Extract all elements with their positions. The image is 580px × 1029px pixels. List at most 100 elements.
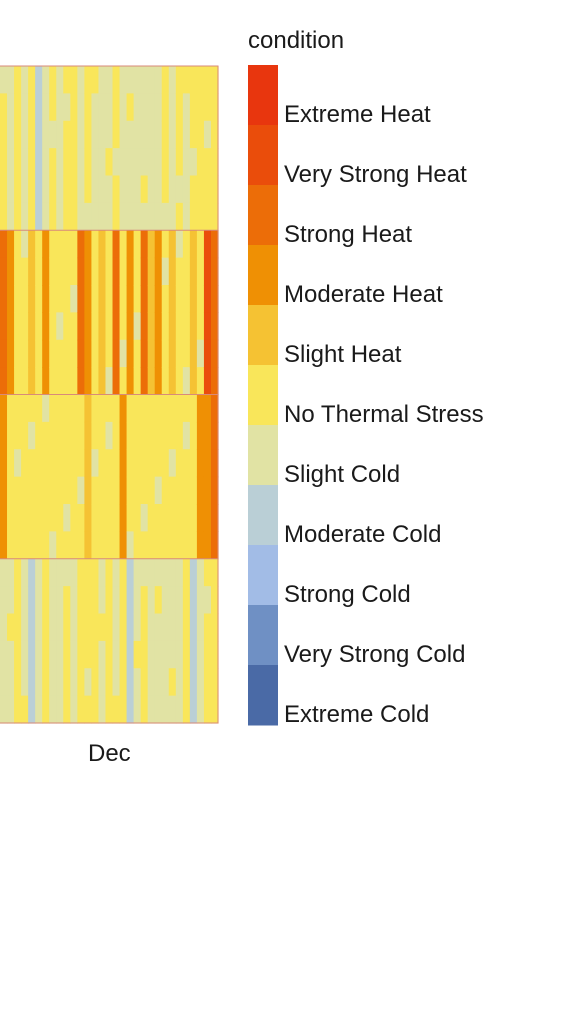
heatmap-cell xyxy=(49,285,57,313)
heatmap-cell xyxy=(161,257,170,286)
heatmap-cell xyxy=(77,394,85,423)
heatmap-cell xyxy=(42,640,50,669)
heatmap-cell xyxy=(112,93,121,122)
heatmap-cell xyxy=(98,367,107,396)
heatmap-cell xyxy=(14,66,22,94)
heatmap-cell xyxy=(203,668,212,697)
heatmap-cell xyxy=(196,586,205,615)
heatmap-cell xyxy=(98,613,107,642)
heatmap-cell xyxy=(203,202,212,231)
heatmap-cell xyxy=(14,120,22,149)
heatmap-cell xyxy=(154,531,163,560)
heatmap-cell xyxy=(175,421,184,450)
heatmap-cell xyxy=(28,93,36,122)
heatmap-cell xyxy=(133,312,142,341)
heatmap-cell xyxy=(91,312,100,341)
heatmap-cell xyxy=(182,421,191,450)
heatmap-cell xyxy=(196,421,205,450)
heatmap-cell xyxy=(133,531,142,560)
heatmap-cell xyxy=(7,148,15,177)
heatmap-cell xyxy=(84,421,93,450)
heatmap-cell xyxy=(140,230,149,259)
heatmap-cell xyxy=(21,148,29,177)
heatmap-cell xyxy=(105,504,114,532)
heatmap-cell xyxy=(70,558,78,587)
heatmap-cell xyxy=(14,586,22,615)
heatmap-cell xyxy=(49,668,57,697)
heatmap-cell xyxy=(98,93,107,122)
heatmap-cell xyxy=(84,504,93,532)
heatmap-cell xyxy=(56,312,64,341)
heatmap-cell xyxy=(14,339,22,368)
heatmap-cell xyxy=(0,476,8,505)
heatmap-cell xyxy=(28,668,36,697)
heatmap-cell xyxy=(119,476,128,505)
heatmap-cell xyxy=(189,367,198,396)
heatmap-cell xyxy=(7,613,15,642)
heatmap-cell xyxy=(7,640,15,669)
heatmap-cell xyxy=(154,285,163,313)
heatmap-cell xyxy=(140,613,149,642)
heatmap-cell xyxy=(84,367,93,396)
heatmap-cell xyxy=(98,394,107,423)
heatmap-cell xyxy=(168,66,177,94)
heatmap-cell xyxy=(175,367,184,396)
heatmap-cell xyxy=(161,586,170,615)
heatmap-cell xyxy=(0,668,8,697)
heatmap-cell xyxy=(105,339,114,368)
heatmap-cell xyxy=(105,668,114,697)
heatmap-cell xyxy=(140,339,149,368)
heatmap-cell xyxy=(147,120,156,149)
heatmap-cell xyxy=(189,695,198,724)
heatmap-cell xyxy=(182,695,191,724)
heatmap-cell xyxy=(112,312,121,341)
legend-title: condition xyxy=(248,27,345,54)
heatmap-cell xyxy=(196,394,205,423)
heatmap-cell xyxy=(56,449,64,478)
heatmap-cell xyxy=(154,202,163,231)
heatmap-cell xyxy=(119,312,128,341)
heatmap-cell xyxy=(7,339,15,368)
heatmap-cell xyxy=(21,257,29,286)
heatmap-cell xyxy=(140,312,149,341)
heatmap-cell xyxy=(0,421,8,450)
heatmap-cell xyxy=(105,613,114,642)
heatmap-cell xyxy=(35,695,43,724)
heatmap-cell xyxy=(182,394,191,423)
heatmap-cell xyxy=(154,394,163,423)
heatmap-cell xyxy=(77,120,85,149)
heatmap-cell xyxy=(14,93,22,122)
heatmap-cell xyxy=(140,257,149,286)
heatmap-cell xyxy=(91,66,100,94)
heatmap-cell xyxy=(189,120,198,149)
heatmap-cell xyxy=(112,202,121,231)
legend-swatch xyxy=(248,545,278,606)
heatmap-cell xyxy=(49,558,57,587)
heatmap-cell xyxy=(7,257,15,286)
heatmap-cell xyxy=(7,66,15,94)
heatmap-cell xyxy=(14,367,22,396)
heatmap-cell xyxy=(168,312,177,341)
heatmap-cell xyxy=(175,531,184,560)
heatmap-cell xyxy=(161,695,170,724)
heatmap-cell xyxy=(133,339,142,368)
heatmap-cell xyxy=(210,93,219,122)
heatmap-cell xyxy=(154,558,163,587)
heatmap-cell xyxy=(203,230,212,259)
heatmap-cell xyxy=(91,531,100,560)
heatmap-cell xyxy=(63,202,71,231)
heatmap-cell xyxy=(56,558,64,587)
heatmap-cell xyxy=(210,504,219,532)
heatmap-cell xyxy=(14,312,22,341)
heatmap-cell xyxy=(210,230,219,259)
heatmap-cell xyxy=(112,695,121,724)
heatmap-cell xyxy=(210,394,219,423)
heatmap-cell xyxy=(161,66,170,94)
heatmap-cell xyxy=(168,394,177,423)
heatmap-cell xyxy=(84,120,93,149)
heatmap-cell xyxy=(147,175,156,204)
legend-swatch xyxy=(248,485,278,546)
heatmap-cell xyxy=(42,257,50,286)
heatmap-cell xyxy=(21,230,29,259)
heatmap-cell xyxy=(175,148,184,177)
